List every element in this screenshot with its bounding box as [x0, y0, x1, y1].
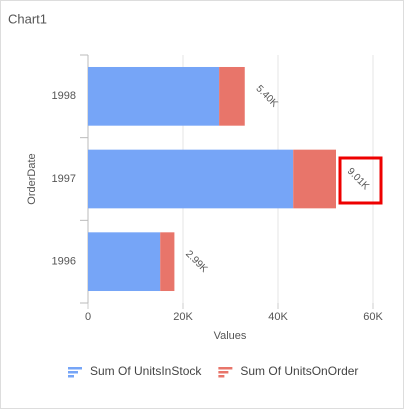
bar-segment	[88, 149, 294, 209]
y-axis-label: OrderDate	[26, 153, 38, 204]
bar-segment	[88, 66, 220, 126]
chart-title: Chart1	[8, 11, 47, 26]
legend-label: Sum Of UnitsOnOrder	[240, 364, 358, 378]
x-tick-label: 60K	[363, 311, 383, 323]
bar-segment	[160, 232, 175, 292]
bar-segment	[293, 149, 336, 209]
legend-icon	[68, 371, 78, 374]
legend-label: Sum Of UnitsInStock	[90, 364, 202, 378]
x-axis-label: Values	[214, 330, 247, 342]
legend-icon	[68, 375, 74, 378]
legend-icon	[218, 371, 229, 374]
y-tick-label: 1996	[52, 256, 76, 268]
x-tick-label: 20K	[173, 311, 193, 323]
y-tick-label: 1997	[52, 173, 76, 185]
x-tick-label: 0	[85, 311, 91, 323]
legend-icon	[218, 367, 233, 370]
bar-segment	[88, 232, 161, 292]
bar-segment	[219, 66, 245, 126]
highlight-box	[338, 156, 383, 205]
y-tick-label: 1998	[52, 90, 76, 102]
x-tick-label: 40K	[268, 311, 288, 323]
legend-icon	[68, 367, 82, 370]
legend-icon	[218, 375, 225, 378]
